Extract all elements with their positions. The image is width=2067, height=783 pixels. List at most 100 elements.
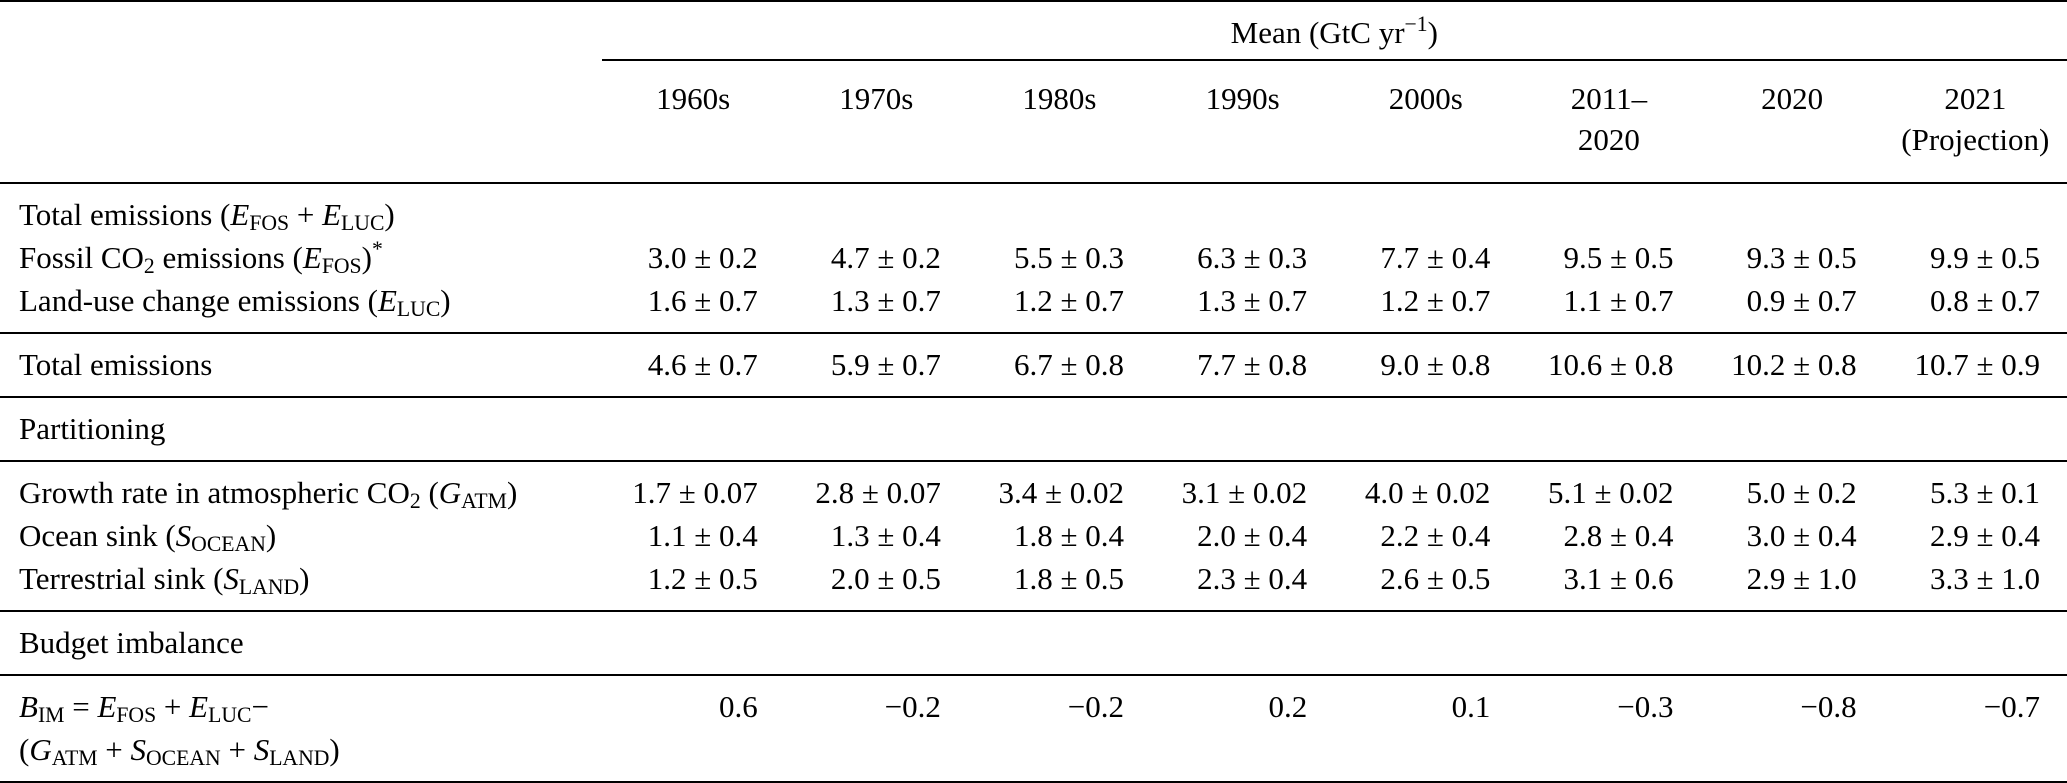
cell-total-emissions-formula-1960s <box>602 183 785 236</box>
cell-total-emissions-2021-projection: 10.7 ± 0.9 <box>1914 347 2040 382</box>
row-label-land-use-change-emissions: Land-use change emissions (ELUC) <box>19 283 451 321</box>
cell-total-emissions-1960s: 4.6 ± 0.7 <box>647 347 758 382</box>
row-label-terrestrial-sink: Terrestrial sink (SLAND) <box>19 561 310 599</box>
row-label-partitioning: Partitioning <box>19 411 166 446</box>
corner-cell <box>0 1 602 60</box>
table-row-terrestrial-sink: Terrestrial sink (SLAND) 1.2 ± 0.5 2.0 ± 0… <box>0 557 2067 611</box>
cell-growth-rate-atmospheric-co2-2020: 5.0 ± 0.2 <box>1746 475 1857 510</box>
column-header-2000s: 2000s <box>1334 60 1518 184</box>
table-row-total-emissions: Total emissions 4.6 ± 0.7 5.9 ± 0.7 6.7 ± 0… <box>0 333 2067 397</box>
cell-budget-imbalance-formula-2021-projection: −0.7 <box>1983 689 2040 724</box>
cell-land-use-change-emissions-2020: 0.9 ± 0.7 <box>1746 283 1857 318</box>
cell-fossil-co2-emissions-2011-2020: 9.5 ± 0.5 <box>1563 240 1674 275</box>
cell-land-use-change-emissions-2021-projection: 0.8 ± 0.7 <box>1929 283 2040 318</box>
cell-partitioning-1980s <box>968 397 1151 461</box>
mean-unit-header: Mean (GtC yr−1) <box>601 1 2067 61</box>
cell-fossil-co2-emissions-1990s: 6.3 ± 0.3 <box>1197 240 1308 275</box>
cell-growth-rate-atmospheric-co2-1980s: 3.4 ± 0.02 <box>998 475 1125 510</box>
cell-fossil-co2-emissions-2000s: 7.7 ± 0.4 <box>1380 240 1491 275</box>
cell-budget-imbalance-2020 <box>1701 611 1884 675</box>
cell-land-use-change-emissions-1970s: 1.3 ± 0.7 <box>830 283 941 318</box>
cell-budget-imbalance-1990s <box>1151 611 1334 675</box>
cell-land-use-change-emissions-1990s: 1.3 ± 0.7 <box>1197 283 1308 318</box>
cell-budget-imbalance-formula-2011-2020: −0.3 <box>1617 689 1674 724</box>
cell-partitioning-1960s <box>602 397 785 461</box>
cell-ocean-sink-1970s: 1.3 ± 0.4 <box>830 518 941 553</box>
cell-budget-imbalance-1980s <box>968 611 1151 675</box>
column-header-label: 1960s <box>656 81 731 116</box>
table-row-land-use-change-emissions: Land-use change emissions (ELUC) 1.6 ± 0.… <box>0 279 2067 333</box>
column-header-label: 1980s <box>1022 81 1097 116</box>
cell-growth-rate-atmospheric-co2-2011-2020: 5.1 ± 0.02 <box>1547 475 1674 510</box>
cell-growth-rate-atmospheric-co2-1970s: 2.8 ± 0.07 <box>815 475 941 510</box>
cell-ocean-sink-1960s: 1.1 ± 0.4 <box>647 518 758 553</box>
cell-terrestrial-sink-2020: 2.9 ± 1.0 <box>1746 561 1857 596</box>
cell-growth-rate-atmospheric-co2-2021-projection: 5.3 ± 0.1 <box>1929 475 2040 510</box>
row-label-total-emissions: Total emissions <box>19 347 213 382</box>
cell-total-emissions-formula-2021-projection <box>1884 183 2067 236</box>
cell-total-emissions-formula-2000s <box>1334 183 1517 236</box>
cell-budget-imbalance-2011-2020 <box>1517 611 1700 675</box>
cell-budget-imbalance-formula-1980s: −0.2 <box>1067 689 1125 724</box>
cell-fossil-co2-emissions-2021-projection: 9.9 ± 0.5 <box>1929 240 2040 275</box>
row-label-budget-imbalance-formula: BIM = EFOS + ELUC− (GATM + SOCEAN + SLAND… <box>19 689 340 770</box>
column-header-label: 1990s <box>1205 81 1280 116</box>
cell-total-emissions-formula-1980s <box>968 183 1151 236</box>
cell-terrestrial-sink-2000s: 2.6 ± 0.5 <box>1380 561 1491 596</box>
cell-partitioning-2000s <box>1334 397 1517 461</box>
column-header-1980s: 1980s <box>967 60 1152 184</box>
section-total-emissions: Total emissions 4.6 ± 0.7 5.9 ± 0.7 6.7 ± 0… <box>0 333 2067 397</box>
row-label-growth-rate-atmospheric-co2: Growth rate in atmospheric CO2 (GATM) <box>19 475 518 513</box>
column-header-label: 2000s <box>1388 81 1463 116</box>
table-header: Mean (GtC yr−1) 1960s 1970s 1980s 1990s 2000… <box>0 1 2067 184</box>
cell-ocean-sink-1980s: 1.8 ± 0.4 <box>1014 518 1125 553</box>
column-header-label: 2011– 2020 <box>1570 81 1648 157</box>
table-row-budget-imbalance-formula: BIM = EFOS + ELUC− (GATM + SOCEAN + SLAND… <box>0 675 2067 782</box>
cell-budget-imbalance-formula-1960s: 0.6 <box>718 689 758 724</box>
cell-ocean-sink-2021-projection: 2.9 ± 0.4 <box>1929 518 2040 553</box>
column-header-1990s: 1990s <box>1151 60 1335 184</box>
cell-ocean-sink-2020: 3.0 ± 0.4 <box>1746 518 1857 553</box>
row-label-ocean-sink: Ocean sink (SOCEAN) <box>19 518 277 556</box>
column-header-2011-2020: 2011– 2020 <box>1517 60 1701 184</box>
section-partitioning-rows: Growth rate in atmospheric CO2 (GATM) 1.7… <box>0 461 2067 611</box>
row-label-fossil-co2-emissions: Fossil CO2 emissions (EFOS)* <box>19 237 383 278</box>
cell-terrestrial-sink-1980s: 1.8 ± 0.5 <box>1014 561 1125 596</box>
cell-fossil-co2-emissions-1960s: 3.0 ± 0.2 <box>647 240 758 275</box>
table-row-budget-imbalance: Budget imbalance <box>0 611 2067 675</box>
row-label-budget-imbalance: Budget imbalance <box>19 625 244 660</box>
cell-terrestrial-sink-1990s: 2.3 ± 0.4 <box>1197 561 1308 596</box>
cell-budget-imbalance-2021-projection <box>1884 611 2067 675</box>
cell-partitioning-1990s <box>1151 397 1334 461</box>
cell-terrestrial-sink-1970s: 2.0 ± 0.5 <box>830 561 941 596</box>
column-header-1970s: 1970s <box>784 60 968 184</box>
cell-terrestrial-sink-2021-projection: 3.3 ± 1.0 <box>1929 561 2040 596</box>
cell-partitioning-2021-projection <box>1884 397 2067 461</box>
cell-total-emissions-2011-2020: 10.6 ± 0.8 <box>1547 347 1674 382</box>
cell-budget-imbalance-formula-2000s: 0.1 <box>1451 689 1491 724</box>
section-emission-components: Total emissions (EFOS + ELUC) Fossil CO2 … <box>0 183 2067 333</box>
cell-terrestrial-sink-1960s: 1.2 ± 0.5 <box>647 561 758 596</box>
cell-ocean-sink-2011-2020: 2.8 ± 0.4 <box>1563 518 1674 553</box>
column-header-label: 2020 <box>1761 81 1824 116</box>
cell-total-emissions-formula-2011-2020 <box>1517 183 1700 236</box>
cell-total-emissions-formula-1970s <box>785 183 968 236</box>
column-header-1960s: 1960s <box>601 60 785 184</box>
cell-budget-imbalance-2000s <box>1334 611 1517 675</box>
table-row-partitioning: Partitioning <box>0 397 2067 461</box>
column-header-2021-projection: 2021 (Projection) <box>1883 60 2067 184</box>
table-row-total-emissions-formula: Total emissions (EFOS + ELUC) <box>0 183 2067 236</box>
column-header-label: 2021 (Projection) <box>1901 81 2050 157</box>
mean-unit-row: Mean (GtC yr−1) <box>0 1 2067 61</box>
cell-total-emissions-2000s: 9.0 ± 0.8 <box>1380 347 1491 382</box>
cell-partitioning-2020 <box>1701 397 1884 461</box>
table-row-fossil-co2-emissions: Fossil CO2 emissions (EFOS)* 3.0 ± 0.2 4.7… <box>0 236 2067 279</box>
table-row-ocean-sink: Ocean sink (SOCEAN) 1.1 ± 0.4 1.3 ± 0.4 1.8… <box>0 514 2067 557</box>
cell-budget-imbalance-1970s <box>785 611 968 675</box>
cell-total-emissions-1980s: 6.7 ± 0.8 <box>1014 347 1125 382</box>
cell-fossil-co2-emissions-1970s: 4.7 ± 0.2 <box>830 240 941 275</box>
cell-growth-rate-atmospheric-co2-1990s: 3.1 ± 0.02 <box>1181 475 1308 510</box>
section-partitioning-header: Partitioning <box>0 397 2067 461</box>
